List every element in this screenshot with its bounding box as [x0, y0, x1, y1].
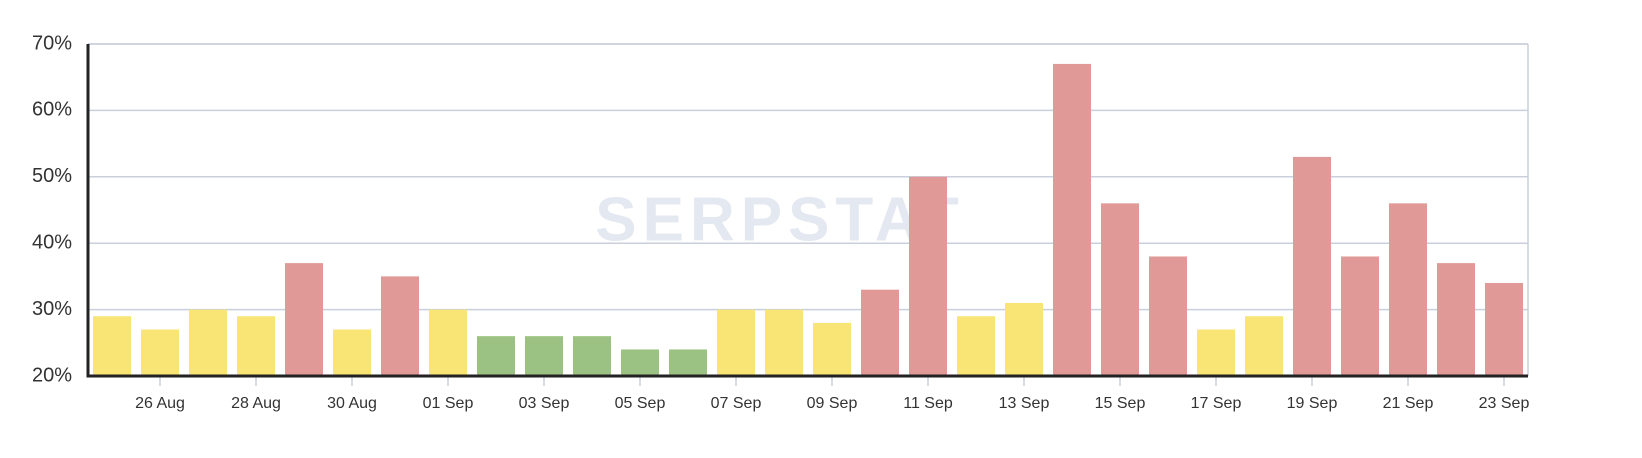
y-tick-label: 70% [32, 32, 72, 54]
bar [1389, 203, 1427, 376]
x-tick-label: 03 Sep [519, 395, 570, 412]
x-tick-label: 28 Aug [231, 395, 281, 412]
bar [1005, 302, 1043, 376]
x-tick-label: 26 Aug [135, 395, 185, 412]
bar [1245, 316, 1283, 376]
bar [1485, 283, 1523, 376]
bar [765, 309, 803, 376]
x-tick-label: 23 Sep [1479, 395, 1530, 412]
bar [429, 309, 467, 376]
y-tick-label: 40% [32, 231, 72, 253]
x-tick-label: 21 Sep [1383, 395, 1434, 412]
bar [861, 289, 899, 376]
bar [669, 349, 707, 376]
x-tick-label: 05 Sep [615, 395, 666, 412]
x-tick-label: 30 Aug [327, 395, 377, 412]
bar [573, 336, 611, 376]
bar [1341, 256, 1379, 376]
bar [381, 276, 419, 376]
x-tick-label: 09 Sep [807, 395, 858, 412]
bar [1293, 156, 1331, 376]
bar [477, 336, 515, 376]
bar [813, 322, 851, 376]
bar [333, 329, 371, 376]
bar [717, 309, 755, 376]
bar [1149, 256, 1187, 376]
x-tick-label: 07 Sep [711, 395, 762, 412]
x-tick-label: 15 Sep [1095, 395, 1146, 412]
bar [141, 329, 179, 376]
bar [957, 316, 995, 376]
bar [525, 336, 563, 376]
x-tick-label: 19 Sep [1287, 395, 1338, 412]
y-tick-label: 50% [32, 165, 72, 187]
x-tick-label: 11 Sep [903, 395, 953, 412]
bar [1101, 203, 1139, 376]
y-tick-label: 60% [32, 99, 72, 121]
bar [93, 316, 131, 376]
bar [237, 316, 275, 376]
bar [909, 176, 947, 376]
x-tick-label: 13 Sep [999, 395, 1050, 412]
bar [1053, 63, 1091, 377]
bar [1437, 263, 1475, 376]
x-tick-label: 01 Sep [423, 395, 474, 412]
bar [189, 309, 227, 376]
bar [621, 349, 659, 376]
y-tick-label: 30% [32, 298, 72, 320]
bar [285, 263, 323, 376]
x-tick-label: 17 Sep [1191, 395, 1242, 412]
bar [1197, 329, 1235, 376]
y-tick-label: 20% [32, 364, 72, 386]
